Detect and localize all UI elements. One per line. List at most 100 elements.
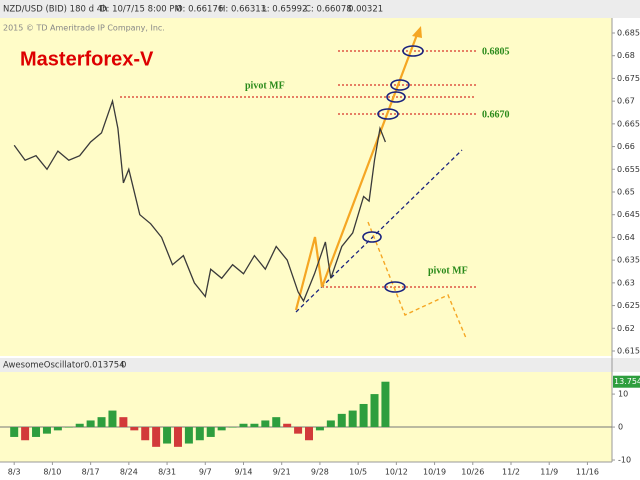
y-tick-label: 0.68 — [617, 51, 635, 60]
oscillator-bar — [381, 381, 390, 428]
y-tick-label: 0.62 — [617, 324, 635, 333]
oscillator-bar — [217, 427, 226, 431]
oscillator-bar — [184, 427, 193, 444]
value-label: 13.754 — [614, 377, 640, 386]
y-tick-label: 0 — [618, 423, 623, 432]
oscillator-bar — [294, 427, 303, 434]
pivot-label: pivot MF — [245, 80, 285, 91]
oscillator-bar — [250, 423, 259, 428]
oscillator-bar — [283, 423, 292, 428]
oscillator-bar — [163, 427, 172, 444]
oscillator-bar — [272, 417, 281, 428]
x-tick-label: 8/31 — [158, 468, 176, 477]
y-tick-label: 0.685 — [617, 28, 640, 37]
price-line — [13, 98, 387, 303]
copyright: 2015 © TD Ameritrade IP Company, Inc. — [3, 24, 165, 33]
y-tick-label: 0.66 — [617, 142, 635, 151]
y-tick-label: 0.65 — [617, 187, 635, 196]
oscillator-bar — [315, 427, 324, 431]
level-label: 0.6670 — [482, 109, 510, 120]
info-text: O: 0.66176 — [176, 5, 223, 15]
target-ellipse — [402, 45, 424, 57]
oscillator-bar — [261, 420, 270, 428]
x-tick-label: 8/3 — [8, 468, 21, 477]
target-ellipse — [386, 91, 406, 103]
oscillator-bar — [348, 410, 357, 428]
x-tick-label: 11/16 — [576, 468, 599, 477]
target-ellipse — [390, 79, 410, 91]
oscillator-bar — [326, 420, 335, 428]
x-tick-label: 9/21 — [273, 468, 291, 477]
y-tick-label: 0.67 — [617, 97, 635, 106]
y-tick-label: 0.635 — [617, 256, 640, 265]
y-tick-label: 0.675 — [617, 74, 640, 83]
info-text: NZD/USD (BID) 180 d 4h — [3, 5, 108, 15]
x-tick-label: 8/17 — [82, 468, 100, 477]
oscillator-bar — [42, 427, 51, 434]
oscillator-bar — [173, 427, 182, 447]
study-value: 0.013754 — [84, 361, 125, 371]
oscillator-bar — [239, 423, 248, 428]
oscillator-bar — [195, 427, 204, 441]
oscillator-bar — [206, 427, 215, 437]
price-pane — [0, 18, 612, 356]
forecast-line — [367, 221, 467, 339]
x-tick-label: 9/14 — [235, 468, 253, 477]
y-tick-label: 0.645 — [617, 210, 640, 219]
oscillator-bar — [97, 417, 106, 428]
oscillator-bar — [32, 427, 41, 437]
x-tick-label: 10/19 — [423, 468, 446, 477]
oscillator-bar — [141, 427, 150, 441]
x-tick-label: 8/24 — [120, 468, 138, 477]
x-tick-label: 10/5 — [349, 468, 367, 477]
header-bar — [0, 0, 640, 18]
x-tick-label: 9/28 — [311, 468, 329, 477]
arrow-head — [412, 26, 422, 38]
level-label: 0.6805 — [482, 46, 510, 57]
y-tick-label: 0.625 — [617, 301, 640, 310]
oscillator-bar — [53, 427, 62, 431]
study-value: 0 — [121, 361, 126, 371]
y-tick-label: -10 — [618, 456, 631, 465]
study-bar — [0, 358, 640, 372]
oscillator-bar — [359, 403, 368, 428]
oscillator-bar — [130, 427, 139, 431]
oscillator-bar — [305, 427, 314, 441]
oscillator-bar — [86, 420, 95, 428]
oscillator-bar — [75, 423, 84, 428]
y-tick-label: 10 — [618, 390, 628, 399]
info-text: H: 0.66313 — [219, 5, 266, 15]
x-tick-label: 11/2 — [502, 468, 520, 477]
title: Masterforex-V — [20, 48, 154, 70]
oscillator-bar — [10, 427, 19, 437]
info-text: L: 0.65992 — [262, 5, 307, 15]
oscillator-pane — [0, 372, 612, 462]
value-box — [613, 375, 640, 388]
target-ellipse — [362, 231, 382, 243]
y-tick-label: 0.655 — [617, 165, 640, 174]
oscillator-bar — [108, 410, 117, 428]
oscillator-bar — [337, 413, 346, 428]
y-tick-label: 0.64 — [617, 233, 635, 242]
x-tick-label: 10/12 — [385, 468, 408, 477]
info-text: D: 10/7/15 8:00 PM — [100, 5, 182, 15]
y-tick-label: 0.63 — [617, 278, 635, 287]
y-tick-label: 0.665 — [617, 119, 640, 128]
oscillator-bar — [152, 427, 161, 447]
x-tick-label: 8/10 — [43, 468, 61, 477]
oscillator-bar — [228, 427, 237, 428]
info-text: 0.00321 — [348, 5, 383, 15]
study-title: AwesomeOscillator — [3, 361, 84, 371]
target-ellipse — [384, 281, 406, 293]
oscillator-bar — [21, 427, 30, 441]
info-text: C: 0.66078 — [305, 5, 352, 15]
target-ellipse — [377, 108, 399, 120]
oscillator-bar — [370, 394, 379, 428]
x-tick-label: 11/9 — [540, 468, 558, 477]
oscillator-bar — [64, 427, 73, 428]
x-tick-label: 10/26 — [461, 468, 484, 477]
x-tick-label: 9/7 — [199, 468, 212, 477]
oscillator-bar — [119, 417, 128, 428]
pivot-label: pivot MF — [428, 265, 468, 276]
